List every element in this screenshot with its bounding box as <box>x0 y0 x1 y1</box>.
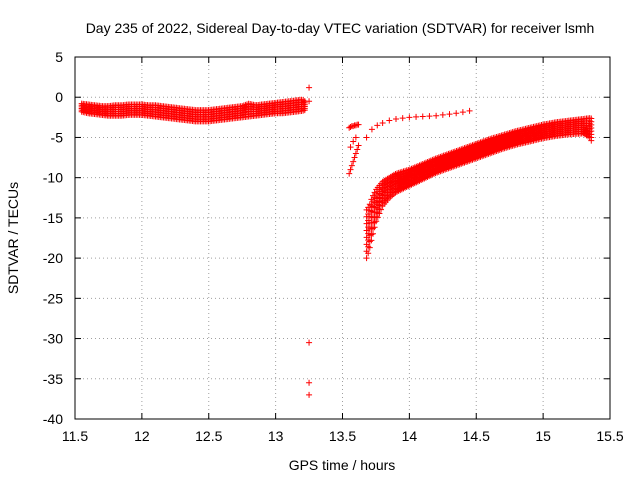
data-point <box>433 112 440 119</box>
y-tick-label: -5 <box>51 129 64 145</box>
data-point <box>366 244 373 251</box>
data-point <box>355 121 362 128</box>
data-point <box>347 144 354 151</box>
data-point <box>347 123 354 130</box>
data-point <box>378 206 385 213</box>
x-tick-label: 11.5 <box>62 428 88 444</box>
data-point <box>352 122 359 129</box>
data-point <box>363 255 370 262</box>
data-point <box>374 122 381 129</box>
x-axis-label: GPS time / hours <box>289 457 396 473</box>
data-point <box>352 134 359 141</box>
data-point <box>350 138 357 145</box>
data-point <box>413 113 420 120</box>
data-point <box>588 137 595 144</box>
x-tick-label: 14 <box>402 428 418 444</box>
x-tick-label: 12 <box>134 428 150 444</box>
data-point <box>306 391 313 398</box>
y-tick-label: 0 <box>55 89 63 105</box>
data-point <box>369 230 376 237</box>
data-point <box>306 379 313 386</box>
data-point <box>347 166 354 173</box>
data-point <box>363 227 370 234</box>
data-point <box>371 224 378 231</box>
y-tick-label: 5 <box>55 49 63 65</box>
y-tick-label: -15 <box>43 210 63 226</box>
data-point <box>350 158 357 165</box>
data-point <box>376 210 383 217</box>
data-point <box>374 214 381 221</box>
data-point <box>355 142 362 149</box>
data-point <box>352 150 359 157</box>
data-point <box>306 98 313 105</box>
data-point <box>363 220 370 227</box>
data-point <box>301 107 308 114</box>
data-point <box>363 134 370 141</box>
y-tick-label: -25 <box>43 290 63 306</box>
data-point <box>306 84 313 91</box>
data-point <box>393 115 399 122</box>
y-axis-ticks: 5 0 -5 -10 -15 -20 -25 -30 -35 -40 <box>43 49 610 427</box>
data-point <box>453 110 460 117</box>
y-tick-label: -10 <box>43 170 63 186</box>
data-point <box>386 117 393 124</box>
data-point <box>373 218 380 225</box>
data-points <box>78 84 595 398</box>
data-point <box>399 115 406 122</box>
y-axis-label: SDTVAR / TECUs <box>5 182 21 294</box>
x-axis-ticks: 11.5 12 12.5 13 13.5 14 14.5 15 15.5 <box>62 57 624 444</box>
data-point <box>419 113 426 120</box>
data-point <box>306 339 313 346</box>
x-tick-label: 15 <box>535 428 551 444</box>
data-point <box>368 237 375 244</box>
data-point <box>459 109 466 116</box>
x-tick-label: 14.5 <box>463 428 490 444</box>
data-point <box>466 107 473 114</box>
data-point <box>426 113 433 120</box>
data-point <box>368 126 375 133</box>
y-tick-label: -35 <box>43 371 63 387</box>
x-tick-label: 12.5 <box>195 428 222 444</box>
chart-title: Day 235 of 2022, Sidereal Day-to-day VTE… <box>86 20 595 36</box>
data-point <box>354 146 361 153</box>
y-tick-label: -40 <box>43 411 63 427</box>
x-tick-label: 13.5 <box>329 428 356 444</box>
data-point <box>365 250 372 257</box>
data-point <box>346 170 353 177</box>
x-tick-label: 15.5 <box>596 428 623 444</box>
y-tick-label: -20 <box>43 250 63 266</box>
data-point <box>446 111 453 118</box>
data-point <box>348 162 355 169</box>
data-point <box>351 154 358 161</box>
y-tick-label: -30 <box>43 331 63 347</box>
data-point <box>439 111 446 118</box>
data-point <box>350 123 357 130</box>
data-point <box>406 114 413 121</box>
data-point <box>379 119 386 126</box>
x-tick-label: 13 <box>268 428 284 444</box>
